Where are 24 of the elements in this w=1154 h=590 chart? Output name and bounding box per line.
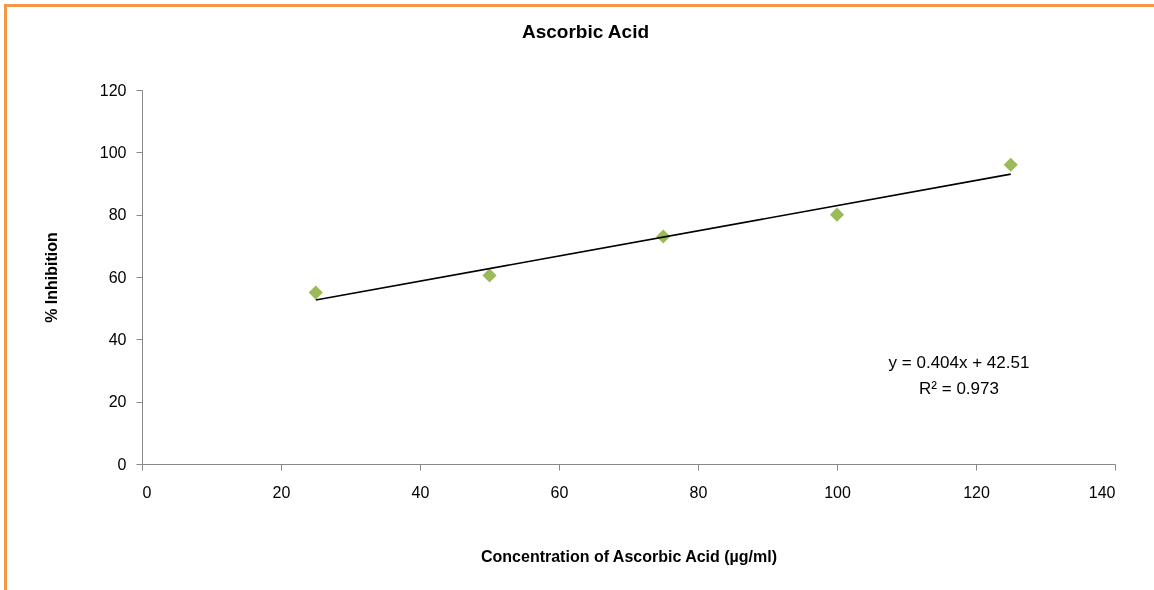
annotation: y = 0.404x + 42.51 [888, 353, 1030, 372]
x-tick-label: 100 [824, 483, 851, 501]
y-axis-title: % Inhibition [42, 232, 60, 323]
point [308, 285, 323, 300]
y-tick-label: 80 [108, 206, 127, 224]
x-tick-label: 120 [963, 483, 990, 501]
x-tick-label: 60 [550, 483, 569, 501]
point [482, 268, 497, 283]
x-axis-title: Concentration of Ascorbic Acid (µg/ml) [480, 547, 778, 565]
x-tick-label: 40 [411, 483, 430, 501]
annotation: R² = 0.973 [919, 379, 999, 398]
x-tick-label: 20 [272, 483, 291, 501]
x-tick-label: 80 [689, 483, 708, 501]
y-tick-label: 100 [99, 143, 127, 161]
chart-title: Ascorbic Acid [521, 21, 650, 42]
point [1003, 157, 1018, 172]
y-tick-label: 0 [117, 455, 127, 473]
x-tick-label: 140 [1088, 483, 1116, 501]
y-tick-label: 120 [99, 81, 127, 99]
y-tick-label: 60 [108, 268, 127, 286]
y-tick-label: 40 [108, 330, 127, 348]
point [829, 207, 845, 222]
x-tick-label: 0 [142, 483, 152, 501]
y-tick-label: 20 [108, 393, 127, 411]
